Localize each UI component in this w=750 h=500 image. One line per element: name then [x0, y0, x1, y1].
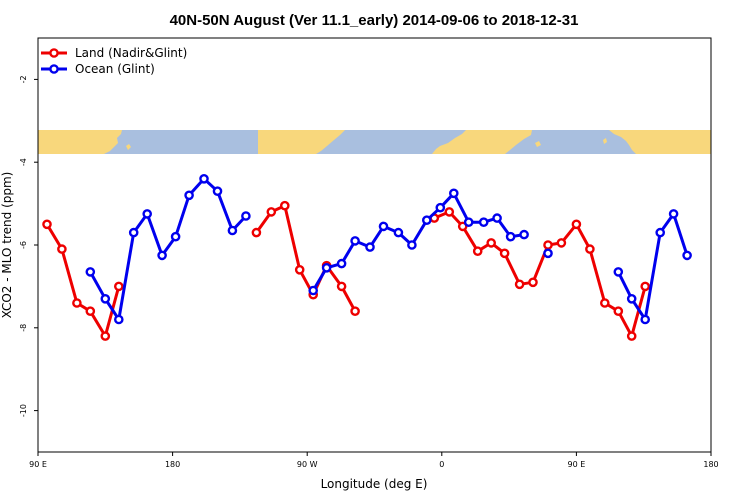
data-point — [42, 219, 52, 230]
data-point — [336, 281, 347, 292]
data-point — [505, 231, 516, 242]
data-point — [114, 314, 124, 325]
map-strip — [38, 130, 711, 154]
data-point — [100, 331, 111, 341]
series-line — [616, 212, 689, 321]
data-point — [266, 207, 277, 217]
y-tick-label: -6 — [19, 241, 28, 249]
data-point — [613, 306, 624, 317]
data-point — [212, 186, 223, 196]
data-point — [294, 264, 305, 275]
data-point — [72, 298, 82, 308]
data-point — [350, 236, 360, 246]
data-point — [157, 250, 167, 261]
ocean-band — [38, 130, 711, 154]
data-point — [585, 244, 595, 254]
x-axis-label: Longitude (deg E) — [321, 477, 428, 491]
y-axis-label: XCO2 - MLO trend (ppm) — [0, 172, 14, 319]
series-ocean — [85, 173, 692, 325]
series-land — [42, 200, 651, 341]
land-areas — [38, 130, 711, 154]
data-point — [519, 229, 529, 240]
data-point — [336, 258, 347, 269]
data-point — [472, 246, 483, 256]
series-line — [45, 223, 121, 338]
data-point — [626, 331, 637, 341]
data-point — [478, 217, 489, 227]
data-point — [407, 240, 417, 250]
data-point — [100, 293, 111, 304]
data-point — [85, 267, 96, 277]
series-line — [311, 191, 525, 292]
data-point — [543, 248, 553, 259]
data-point — [279, 200, 290, 211]
data-point — [640, 314, 651, 325]
y-tick-label: -4 — [19, 158, 28, 166]
data-point — [528, 277, 538, 288]
data-point — [543, 240, 553, 250]
data-point — [655, 227, 666, 238]
x-tick-label: 90 E — [29, 460, 47, 469]
data-point — [85, 306, 96, 317]
series-line — [433, 210, 647, 338]
data-point — [463, 217, 474, 227]
data-point — [600, 298, 610, 308]
data-point — [308, 285, 319, 296]
data-point — [499, 248, 510, 259]
x-tick-label: 180 — [703, 460, 718, 469]
data-point — [556, 238, 567, 248]
data-point — [350, 306, 360, 317]
y-tick-label: -10 — [19, 404, 28, 417]
series-layer — [42, 173, 692, 341]
legend-label: Land (Nadir&Glint) — [75, 46, 187, 60]
data-point — [241, 211, 251, 221]
legend-label: Ocean (Glint) — [75, 62, 155, 76]
data-point — [421, 215, 432, 225]
data-point — [457, 221, 468, 232]
data-point — [170, 231, 181, 242]
data-point — [444, 207, 455, 217]
x-axis: 90 E 180 90 W 0 90 E 180 — [29, 452, 719, 469]
y-axis: -2 -4 -6 -8 -10 — [19, 75, 38, 417]
x-tick-label: 180 — [165, 460, 180, 469]
data-point — [378, 221, 389, 232]
data-point — [128, 227, 139, 238]
x-tick-label: 90 E — [568, 460, 586, 469]
data-point — [57, 244, 67, 254]
data-point — [393, 227, 404, 238]
data-point — [492, 213, 502, 223]
data-point — [626, 293, 637, 304]
data-point — [514, 279, 525, 290]
data-point — [613, 267, 624, 277]
x-tick-label: 0 — [439, 460, 444, 469]
data-point — [227, 225, 238, 236]
data-point — [682, 250, 692, 261]
data-point — [448, 188, 459, 199]
data-point — [640, 281, 651, 292]
legend-marker — [49, 64, 59, 74]
y-tick-label: -2 — [19, 75, 28, 83]
data-point — [142, 209, 152, 219]
series-line — [88, 177, 247, 321]
data-point — [184, 190, 194, 201]
data-point — [321, 262, 332, 273]
data-point — [114, 281, 124, 292]
legend: Land (Nadir&Glint) Ocean (Glint) — [41, 46, 187, 76]
plot-frame — [37, 37, 712, 453]
data-point — [365, 242, 375, 252]
chart-title: 40N-50N August (Ver 11.1_early) 2014-09-… — [170, 12, 579, 29]
data-point — [571, 219, 582, 230]
series-line — [255, 204, 357, 312]
legend-marker — [49, 48, 59, 58]
x-tick-label: 90 W — [297, 460, 318, 469]
data-point — [668, 209, 679, 219]
data-point — [486, 238, 497, 248]
data-point — [251, 227, 262, 238]
data-point — [435, 202, 446, 213]
y-tick-label: -8 — [19, 324, 28, 332]
data-point — [199, 173, 209, 184]
